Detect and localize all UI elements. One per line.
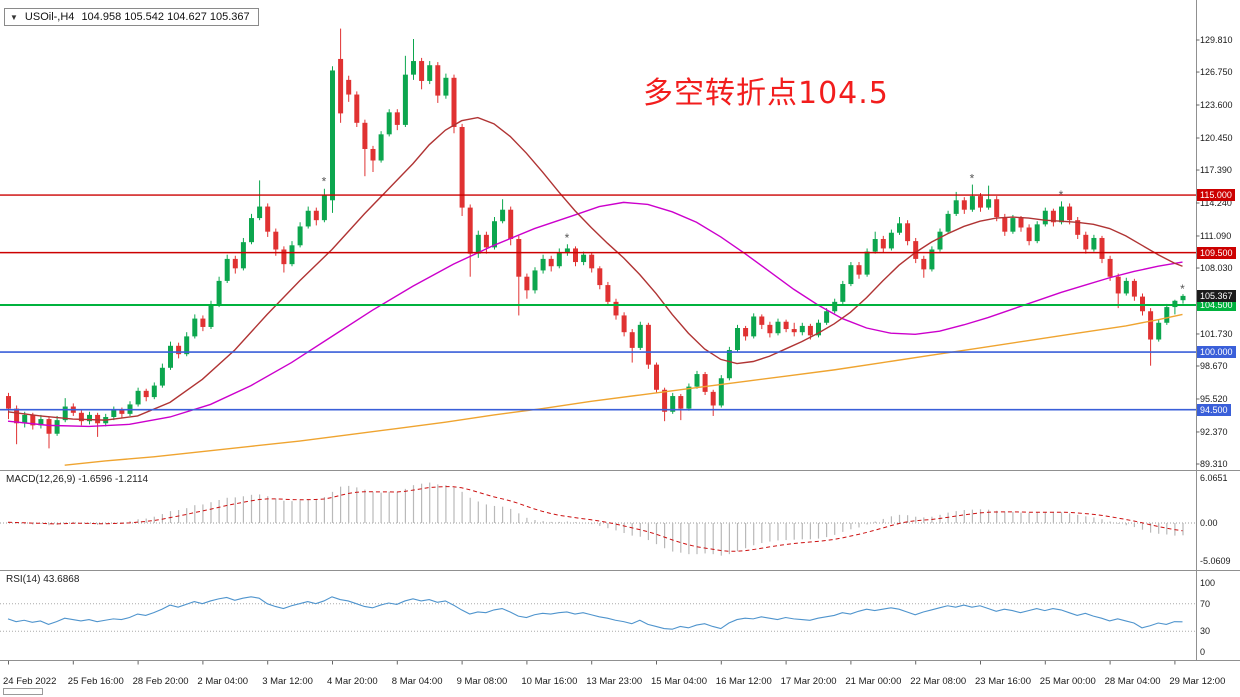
candle-marker-star: * [1180,282,1185,296]
time-axis-label: 22 Mar 08:00 [910,676,967,687]
time-axis-label: 9 Mar 08:00 [456,676,508,687]
price-tick-label: 126.750 [1200,67,1233,78]
time-axis-label: 4 Mar 20:00 [327,676,378,687]
time-axis-label: 10 Mar 16:00 [521,676,578,687]
price-tick-label: 111.090 [1200,230,1232,241]
macd-values: -1.6596 -1.2114 [78,474,149,485]
rsi-line [7,596,1183,630]
price-level-badge: 115.000 [1197,189,1235,202]
price-tick-label: 89.310 [1200,458,1228,469]
rsi-value: 43.6868 [43,574,80,585]
symbol-name: USOil-,H4 [24,11,75,23]
time-axis-label: 16 Mar 12:00 [715,676,772,687]
ohlc-values: 104.958 105.542 104.627 105.367 [81,11,250,23]
macd-scale-label: -5.0609 [1200,555,1231,566]
candle-marker-star: * [322,174,327,188]
collapse-triangle-icon[interactable]: ▼ [10,12,18,22]
price-tick-label: 101.730 [1200,328,1233,339]
price-level-badge: 100.000 [1197,346,1236,359]
time-axis-label: 28 Feb 20:00 [132,676,189,687]
price-tick-label: 95.520 [1200,393,1228,404]
macd-name: MACD(12,26,9) [6,474,76,485]
annotation-text: 多空转折点104.5 [643,76,889,111]
price-level-badge: 109.500 [1197,246,1236,259]
macd-signal-line [7,486,1183,552]
rsi-scale-label: 70 [1200,598,1211,609]
candle-marker-star: * [565,231,570,245]
symbol-info-box: ▼ USOil-,H4 104.958 105.542 104.627 105.… [4,8,259,26]
macd-scale-label: 0.00 [1200,518,1218,528]
time-axis-label: 15 Mar 04:00 [651,676,707,687]
price-level-badge: 94.500 [1197,403,1231,416]
price-tick-label: 117.390 [1200,165,1232,176]
price-tick-label: 114.240 [1200,198,1232,208]
candle-marker-star: * [970,171,975,185]
rsi-scale-label: 100 [1200,578,1216,588]
price-tick-label: 123.600 [1200,100,1233,110]
ma-slow-orange [64,313,1183,466]
ma-fast-darkred [7,116,1183,421]
time-axis-label: 17 Mar 20:00 [780,676,837,687]
price-tick-label: 98.670 [1200,361,1228,371]
scrollbar-corner[interactable] [3,688,43,695]
time-axis-label: 24 Feb 2022 [3,676,57,687]
time-axis-label: 3 Mar 12:00 [262,676,313,687]
price-tick-label: 120.450 [1200,132,1233,143]
time-axis-label: 29 Mar 12:00 [1169,676,1226,687]
rsi-name: RSI(14) [6,574,41,585]
time-axis-label: 25 Feb 16:00 [67,676,124,687]
rsi-scale-label: 0 [1200,647,1206,657]
time-axis-label: 2 Mar 04:00 [197,676,249,687]
rsi-scale-label: 30 [1200,626,1211,637]
price-tick-label: 129.810 [1200,35,1233,45]
macd-scale-label: 6.0651 [1200,472,1228,483]
current-price-badge: 105.367 [1197,289,1236,302]
time-axis-label: 25 Mar 00:00 [1039,676,1096,687]
price-tick-label: 92.370 [1200,426,1228,437]
time-axis-label: 13 Mar 23:00 [586,676,643,687]
price-tick-label: 108.030 [1200,263,1233,274]
price-level-badge: 104.500 [1197,298,1236,311]
time-axis-label: 21 Mar 00:00 [845,676,902,687]
time-axis-label: 23 Mar 16:00 [975,676,1031,687]
time-axis-label: 28 Mar 04:00 [1104,676,1161,687]
rsi-indicator-label: RSI(14) 43.6868 [6,574,79,585]
time-axis-label: 8 Mar 04:00 [391,676,443,687]
macd-indicator-label: MACD(12,26,9) -1.6596 -1.2114 [6,474,148,485]
candle-marker-star: * [1059,188,1064,202]
